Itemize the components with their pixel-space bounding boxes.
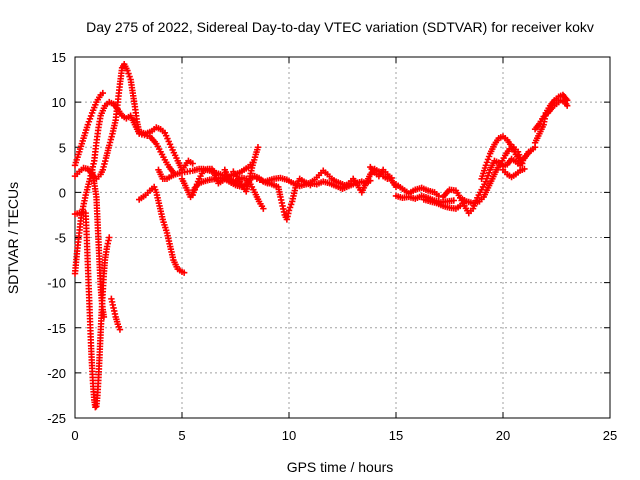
data-series [420, 196, 468, 212]
data-point [485, 169, 493, 176]
data-series [136, 183, 188, 276]
x-tick-label: 5 [178, 428, 185, 443]
y-tick-label: 15 [52, 50, 66, 65]
y-tick-label: -5 [54, 231, 66, 246]
data-point [124, 67, 131, 74]
data-point [286, 204, 294, 211]
data-point [189, 160, 196, 167]
data-point [106, 234, 113, 241]
axis-ticks [74, 56, 611, 419]
x-tick-labels: 0 5 10 15 20 25 [71, 428, 617, 443]
data-point [116, 326, 124, 333]
data-series [264, 167, 348, 190]
y-tick-label: -15 [47, 321, 66, 336]
data-series [108, 295, 124, 333]
data-point [285, 207, 293, 214]
x-tick-label: 20 [496, 428, 510, 443]
x-tick-label: 15 [389, 428, 403, 443]
grid [75, 57, 610, 418]
data-series [230, 144, 262, 195]
data-point [484, 172, 492, 179]
data-point [484, 156, 492, 163]
data-point [485, 153, 493, 160]
y-tick-label: 10 [52, 95, 66, 110]
data-series [88, 166, 108, 321]
data-point [450, 197, 457, 204]
data-point [100, 313, 108, 321]
y-axis-label: SDTVAR / TECUs [5, 182, 21, 294]
data-point [260, 205, 267, 212]
data-point [125, 70, 132, 77]
data-series [478, 133, 532, 183]
data-point [126, 73, 133, 80]
x-axis-label: GPS time / hours [287, 459, 394, 475]
x-tick-label: 25 [603, 428, 617, 443]
y-tick-label: -25 [47, 411, 66, 426]
data-point [99, 89, 107, 97]
chart-title: Day 275 of 2022, Sidereal Day-to-day VTE… [86, 19, 594, 35]
data-point [435, 192, 442, 200]
data-marks [71, 61, 571, 411]
data-series [339, 165, 395, 196]
data-point [254, 144, 262, 151]
data-point [108, 133, 115, 140]
x-tick-label: 0 [71, 428, 78, 443]
data-point [180, 269, 188, 276]
data-point [107, 136, 115, 143]
data-series [499, 165, 528, 181]
data-series [531, 91, 571, 146]
data-point [564, 102, 571, 109]
data-point [84, 121, 92, 128]
y-tick-label: -20 [47, 366, 66, 381]
data-point [525, 148, 532, 155]
y-tick-label: 5 [59, 140, 66, 155]
data-series [531, 97, 571, 133]
y-tick-label: -10 [47, 276, 66, 291]
data-series [71, 89, 107, 169]
data-point [287, 201, 295, 208]
y-tick-labels: -25 -20 -15 -10 -5 0 5 10 15 [47, 50, 66, 426]
data-point [521, 165, 528, 173]
data-point [92, 403, 99, 411]
data-point [99, 166, 107, 174]
x-tick-label: 10 [282, 428, 296, 443]
data-series [392, 181, 442, 200]
y-tick-label: 0 [59, 185, 66, 200]
